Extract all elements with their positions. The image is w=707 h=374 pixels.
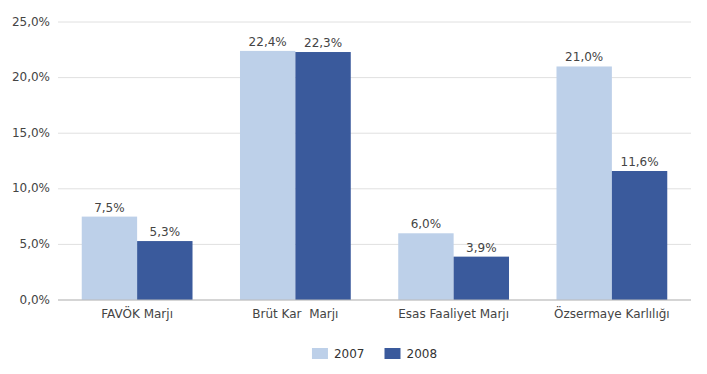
x-tick-label: Brüt Kar Marjı — [252, 307, 338, 321]
legend-label: 2007 — [334, 347, 365, 361]
x-axis-line — [58, 300, 691, 301]
bars — [82, 51, 668, 300]
bar — [137, 241, 192, 300]
bar — [240, 51, 295, 300]
y-tick-label: 20,0% — [12, 70, 50, 84]
bar — [398, 233, 453, 300]
data-label: 3,9% — [466, 241, 497, 255]
grid-line — [58, 22, 691, 23]
y-tick-label: 10,0% — [12, 181, 50, 195]
legend-label: 2008 — [407, 347, 438, 361]
data-label: 22,4% — [249, 35, 287, 49]
data-label: 11,6% — [621, 155, 659, 169]
x-tick-label: FAVÖK Marjı — [101, 305, 173, 321]
legend-swatch — [312, 348, 328, 359]
y-tick-label: 0,0% — [20, 293, 51, 307]
bar — [454, 257, 509, 300]
bar — [556, 66, 611, 300]
y-tick-label: 25,0% — [12, 15, 50, 29]
data-label: 21,0% — [565, 50, 603, 64]
data-label: 5,3% — [150, 225, 181, 239]
legend: 2007 2008 — [312, 347, 437, 361]
legend-item: 2007 — [312, 347, 365, 361]
data-label: 7,5% — [94, 201, 125, 215]
y-axis: 0,0% 5,0% 10,0% 15,0% 20,0% 25,0% — [12, 15, 691, 307]
data-label: 22,3% — [304, 36, 342, 50]
chart: 0,0% 5,0% 10,0% 15,0% 20,0% 25,0% 7,5% 22,4% 6,0… — [0, 0, 707, 374]
data-labels: 7,5% 22,4% 6,0% 21,0% 5,3% 22,3% 3,9% 11,6% — [94, 35, 658, 255]
bar — [612, 171, 667, 300]
x-axis: FAVÖK Marjı Brüt Kar Marjı Esas Faaliyet M… — [58, 300, 691, 321]
bar — [82, 217, 137, 300]
legend-item: 2008 — [385, 347, 438, 361]
grid-line — [58, 300, 691, 301]
legend-swatch — [385, 348, 401, 359]
bar — [295, 52, 350, 300]
x-tick-label: Esas Faaliyet Marjı — [398, 307, 509, 321]
data-label: 6,0% — [411, 217, 442, 231]
x-tick-label: Özsermaye Karlılığı — [554, 305, 670, 321]
y-tick-label: 15,0% — [12, 126, 50, 140]
y-tick-label: 5,0% — [20, 237, 51, 251]
